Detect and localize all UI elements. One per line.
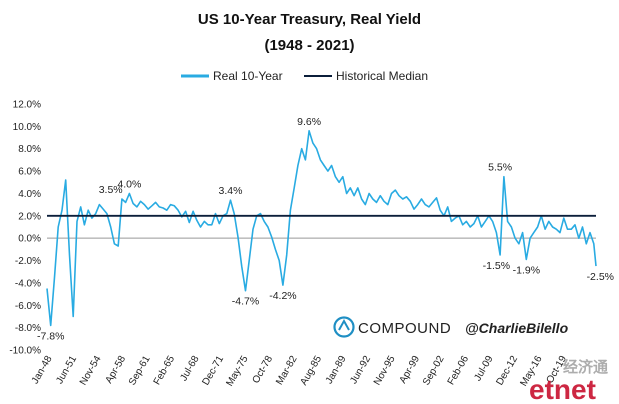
data-label: -4.2%	[269, 290, 296, 302]
compound-logo-mark	[338, 318, 350, 331]
y-tick-label: 8.0%	[18, 144, 41, 155]
data-label: 3.4%	[219, 185, 243, 197]
data-label: 9.6%	[297, 116, 321, 128]
data-label: -2.5%	[587, 271, 614, 283]
legend: Real 10-Year Historical Median	[181, 69, 428, 83]
y-tick-label: 2.0%	[18, 211, 41, 222]
y-tick-label: -4.0%	[15, 278, 41, 289]
data-label: 5.5%	[488, 162, 512, 174]
x-tick-label: Nov-95	[372, 354, 398, 388]
brand-handle: @CharlieBilello	[465, 320, 569, 336]
x-tick-label: Sep-61	[127, 354, 153, 388]
x-tick-label: Oct-78	[251, 354, 276, 386]
y-tick-label: 12.0%	[13, 100, 41, 111]
watermark-etnet: etnet	[529, 374, 596, 404]
x-tick-label: Feb-65	[152, 354, 178, 387]
y-tick-label: 4.0%	[18, 189, 41, 200]
x-tick-label: Nov-54	[78, 354, 104, 388]
x-tick-label: May-75	[224, 354, 250, 389]
y-tick-label: -10.0%	[9, 346, 41, 357]
y-axis: 12.0% 10.0% 8.0% 6.0% 4.0% 2.0% 0.0% -2.0% -4.0%…	[9, 100, 41, 357]
x-tick-label: Aug-85	[298, 354, 324, 388]
x-tick-label: Feb-06	[446, 354, 472, 387]
x-tick-label: Jul-68	[178, 354, 201, 383]
data-label: -4.7%	[232, 296, 259, 308]
x-tick-label: Jan-48	[30, 354, 55, 386]
compound-logo	[333, 316, 355, 338]
chart-subtitle: (1948 - 2021)	[264, 37, 354, 54]
x-tick-label: Apr-99	[398, 354, 423, 386]
data-label: -1.5%	[483, 260, 510, 272]
brand-company: COMPOUND	[358, 320, 451, 337]
x-tick-label: Apr-58	[104, 354, 129, 386]
x-tick-label: Sep-02	[421, 354, 447, 388]
x-tick-label: Jun-51	[54, 354, 79, 386]
data-label: 3.5%	[99, 184, 123, 196]
watermark-cn: 经济通	[563, 358, 608, 376]
y-tick-label: -6.0%	[15, 301, 41, 312]
data-label: -7.8%	[37, 330, 64, 342]
y-tick-label: 0.0%	[18, 234, 41, 245]
compound-logo-icon	[333, 316, 355, 338]
data-label: 4.0%	[117, 178, 141, 190]
data-label: -1.9%	[513, 264, 540, 276]
y-tick-label: 6.0%	[18, 167, 41, 178]
x-tick-label: Mar-82	[274, 354, 300, 387]
annotations: -7.8% 3.5%4.0% 3.4% -4.7% -4.2% 9.6% 5.5% -1.5%…	[37, 116, 614, 343]
y-tick-label: 10.0%	[13, 122, 41, 133]
chart-title: US 10-Year Treasury, Real Yield	[198, 11, 421, 28]
x-tick-label: Jan-89	[324, 354, 349, 386]
y-tick-label: -8.0%	[15, 323, 41, 334]
x-tick-label: Jul-09	[472, 354, 495, 383]
legend-label-real-10-year: Real 10-Year	[213, 69, 283, 83]
x-tick-label: Dec-12	[494, 354, 520, 388]
x-tick-label: Dec-71	[200, 354, 226, 388]
series-line-real-10-year	[46, 130, 597, 327]
x-tick-label: Jun-92	[348, 354, 373, 386]
y-tick-label: -2.0%	[15, 256, 41, 267]
legend-label-historical-median: Historical Median	[336, 69, 428, 83]
